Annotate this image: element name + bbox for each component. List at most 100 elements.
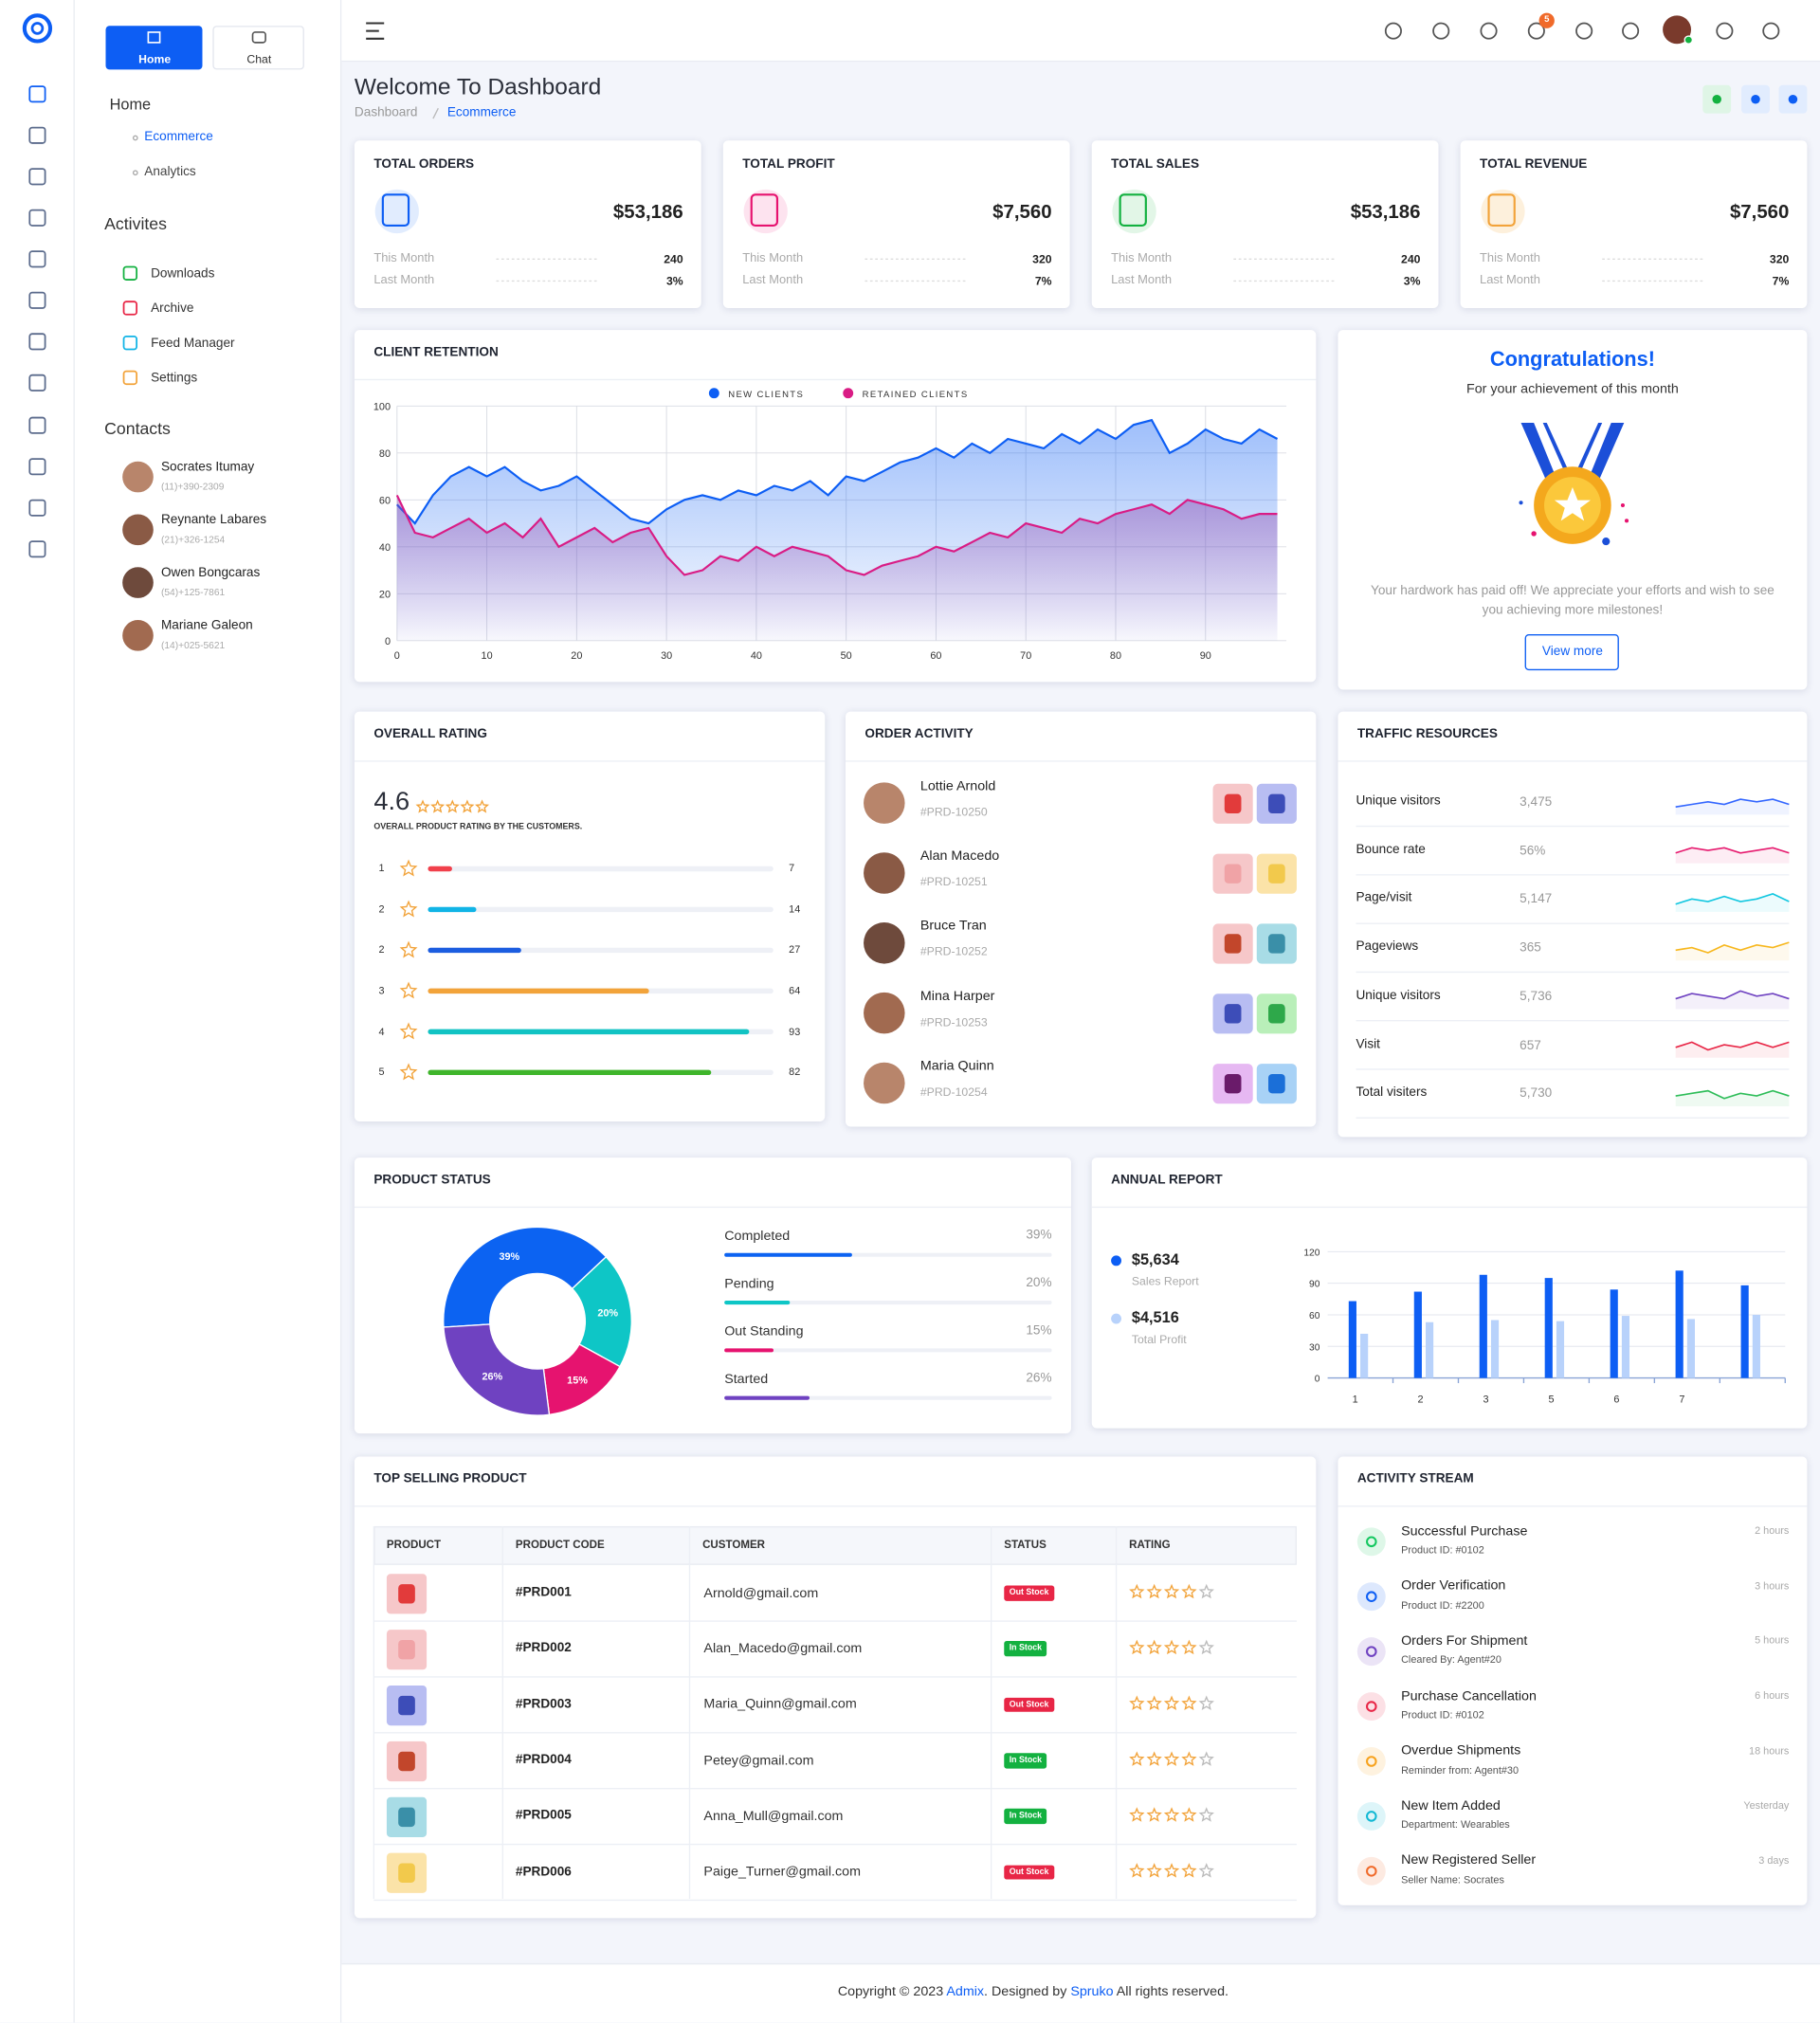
x-tick-label: 20 (571, 650, 582, 662)
congrats-title: Congratulations! (1489, 350, 1655, 373)
x-tick-label: 40 (751, 650, 762, 662)
score-star (415, 799, 430, 813)
section-title: Contacts (104, 419, 171, 439)
sparkline-area (1675, 847, 1790, 864)
product-code: #PRD001 (515, 1585, 572, 1600)
stat-icon (1487, 193, 1516, 228)
rail-icon (28, 291, 46, 309)
sparkline (1675, 990, 1790, 1000)
activity-icon (1366, 1701, 1377, 1712)
product-code: #PRD002 (515, 1641, 572, 1656)
menu-item[interactable]: Ecommerce (144, 130, 213, 145)
progress-track (724, 1301, 1052, 1305)
view-more-button[interactable] (1524, 634, 1619, 671)
rating-level: 5 (378, 1066, 385, 1079)
header-icon (1432, 22, 1450, 40)
footer-bar (341, 1962, 1820, 2023)
score-star (445, 799, 460, 813)
rating-star (1198, 1583, 1214, 1599)
breadcrumb[interactable]: Dashboard (354, 105, 418, 120)
product-thumb-item (398, 1863, 415, 1883)
bar (1479, 1274, 1487, 1378)
rating-star (1181, 1863, 1197, 1878)
stat-label: Last Month (1111, 273, 1173, 288)
menu-title: Home (109, 95, 152, 114)
product-thumb-item (1268, 1004, 1285, 1024)
contact-name[interactable]: Socrates Itumay (160, 460, 255, 475)
activity-time: 5 hours (1755, 1634, 1790, 1647)
x-tick-label: 50 (841, 650, 852, 662)
product-code: #PRD006 (515, 1864, 572, 1879)
status-value: 15% (1026, 1323, 1052, 1339)
sparkline (1675, 1041, 1790, 1051)
bar (1544, 1278, 1553, 1378)
x-tick-label: 30 (661, 650, 672, 662)
product-thumb-item (1224, 1004, 1242, 1024)
bar (428, 866, 452, 872)
activity-icon (1366, 1536, 1377, 1548)
y-tick-label: 120 (1303, 1248, 1320, 1258)
tab-label[interactable]: Home (138, 52, 172, 65)
contact-phone: (21)+326-1254 (160, 533, 226, 545)
contact-name[interactable]: Reynante Labares (160, 513, 267, 528)
tab-label[interactable]: Chat (246, 52, 272, 65)
activity-link[interactable]: Downloads (151, 266, 215, 282)
activity-detail: Product ID: #0102 (1401, 1709, 1484, 1722)
cart-badge-count: 5 (1544, 15, 1550, 25)
progress-bar (724, 1252, 852, 1257)
traffic-label: Unique visitors (1356, 793, 1441, 809)
contact-name[interactable]: Owen Bongcaras (160, 565, 261, 580)
card-divider (1091, 1206, 1808, 1209)
activity-detail: Department: Wearables (1401, 1818, 1510, 1832)
activity-link[interactable]: Feed Manager (151, 336, 235, 351)
bar (1740, 1285, 1749, 1378)
bar (1675, 1270, 1684, 1378)
sparkline (1675, 1089, 1790, 1100)
view-more-label[interactable]: View more (1541, 644, 1603, 659)
rating-star (1163, 1695, 1180, 1711)
y-tick-label: 100 (373, 401, 391, 412)
activity-icon (122, 370, 138, 386)
x-tick-label: 10 (482, 650, 493, 662)
action-icon (1712, 94, 1721, 104)
customer-name: Maria Quinn (919, 1058, 994, 1074)
activity-link[interactable]: Archive (151, 301, 194, 317)
legend-label: NEW CLIENTS (728, 390, 804, 400)
menu-dot (132, 135, 138, 141)
contact-phone: (14)+025-5621 (160, 638, 226, 651)
y-tick-label: 20 (379, 589, 391, 600)
progress-bar (724, 1395, 810, 1400)
stat-title: TOTAL SALES (1111, 156, 1200, 172)
activity-icon-bg (1356, 1637, 1386, 1667)
customer-name: Alan Macedo (919, 847, 1000, 865)
activity-link[interactable]: Settings (151, 371, 198, 386)
footer-link[interactable]: Admix (946, 1983, 985, 2000)
activity-detail: Cleared By: Agent#20 (1401, 1654, 1502, 1667)
traffic-label: Pageviews (1356, 939, 1419, 955)
legend-total: $4,516 (1131, 1307, 1179, 1326)
menu-item[interactable]: Analytics (144, 165, 196, 180)
footer-segment: Copyright © 2023 (837, 1983, 947, 2000)
traffic-value: 5,147 (1520, 892, 1553, 907)
footer-link[interactable]: Spruko (1070, 1983, 1114, 2000)
breadcrumb[interactable]: Ecommerce (446, 105, 517, 120)
product-code: #PRD004 (515, 1753, 572, 1768)
bar (428, 988, 649, 994)
sparkline-area (1675, 991, 1790, 1010)
sparkline (1675, 847, 1790, 854)
sidebar (74, 0, 342, 2023)
rail-icon (28, 85, 46, 103)
activity-icon (1366, 1591, 1377, 1602)
product-thumb-item (1224, 1073, 1242, 1094)
bar (1686, 1319, 1696, 1378)
rating-star (1129, 1751, 1145, 1766)
customer-email: Paige_Turner@gmail.com (703, 1864, 861, 1880)
contact-phone: (54)+125-7861 (160, 586, 226, 598)
y-tick-label: 60 (1309, 1311, 1320, 1321)
contact-name[interactable]: Mariane Galeon (160, 618, 253, 633)
confetti (1620, 502, 1625, 508)
rating-star (399, 859, 418, 877)
bar-value: 27 (789, 943, 801, 957)
cart-badge (1538, 12, 1555, 28)
bar (428, 1069, 712, 1076)
